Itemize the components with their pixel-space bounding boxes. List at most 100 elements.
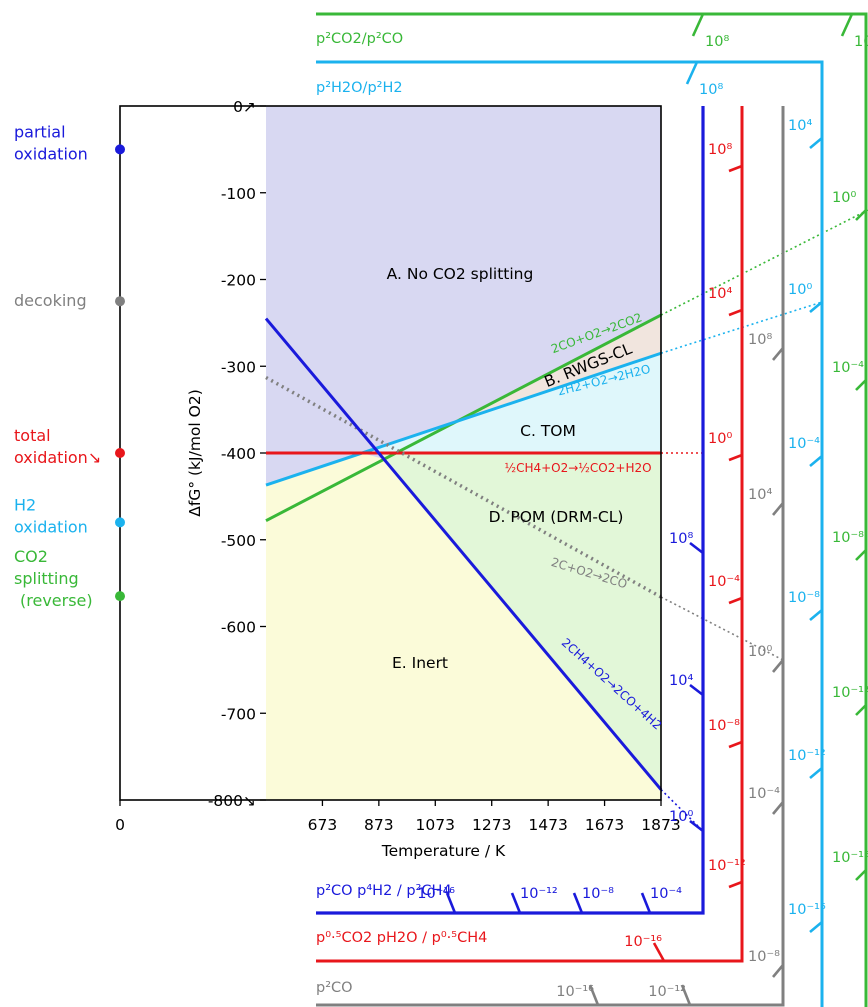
series-extensions [660, 209, 868, 832]
nomo-grey-ticklabel-r-1: 10⁴ [748, 487, 772, 503]
nomo-grey-ticklabel-b-1: 10⁻¹² [648, 984, 686, 1000]
x-tick-label-1073: 1073 [416, 816, 455, 834]
nomo-green-tick-r-4 [855, 869, 867, 881]
nomo-blue-tick-r-2 [689, 819, 704, 833]
nomo-red-ticklabel-r-1: 10⁴ [708, 286, 732, 302]
nomo-cyan-tick-r-5 [809, 921, 823, 933]
extension-cyan [660, 301, 823, 354]
nomo-grey-tick-r-3 [772, 801, 784, 815]
y-tick-label-7: -700 [221, 705, 256, 723]
nomo-blue-tick-b-1 [510, 892, 522, 914]
x-tick-label-1673: 1673 [585, 816, 624, 834]
nomo-red-tick-r-2 [728, 453, 743, 462]
nomo-cyan-tick-r-1 [809, 301, 823, 313]
nomo-grey-axis [316, 106, 785, 1007]
nomo-green-ticklabel-r-1: 10⁻⁴ [832, 360, 864, 376]
nomo-cyan-label: p²H2O/p²H2 [316, 80, 403, 96]
nomo-grey-tick-b-0 [588, 984, 600, 1006]
marker-dot-5 [115, 591, 125, 602]
nomo-blue-tick-b-2 [572, 892, 584, 914]
y-tick-label-2: -200 [221, 272, 256, 290]
x-tick-label-1273: 1273 [472, 816, 511, 834]
region-label-e: E. Inert [392, 654, 448, 672]
x-tick-label-1473: 1473 [528, 816, 567, 834]
marker-label-3-1: total [14, 426, 51, 445]
left-axis: 0 partial oxidation decoking total oxidation↘… [14, 122, 125, 834]
marker-dot-1 [115, 144, 125, 155]
y-tick-label-6: -600 [221, 619, 256, 637]
nomo-blue-tick-b-0 [445, 892, 457, 914]
nomo-blue-ticklabel-r-2: 10⁰ [669, 809, 693, 825]
nomo-blue-ticklabel-b-1: 10⁻¹² [520, 886, 558, 902]
x-axis-label: Temperature / K [381, 842, 506, 860]
nomo-cyan-ticklabel-r-2: 10⁻⁴ [788, 436, 820, 452]
main-series [264, 313, 663, 791]
nomo-green-label: p²CO2/p²CO [316, 31, 403, 47]
nomo-green-ticklabel-r-2: 10⁻⁸ [832, 530, 864, 546]
marker-label-1-2: oxidation [14, 144, 88, 163]
region-label-a: A. No CO2 splitting [387, 265, 534, 283]
nomo-cyan-ticklabel-r-1: 10⁰ [788, 282, 812, 298]
left-axis-tick-label: 0 [115, 816, 125, 834]
extension-green [660, 209, 868, 316]
nomo-blue-tick-r-0 [689, 541, 704, 555]
nomo-green-ticklabel-r-0: 10⁰ [832, 190, 856, 206]
nomo-red-tick-r-1 [728, 308, 743, 317]
nomo-green-ticklabel-r-4: 10⁻¹⁶ [832, 850, 868, 866]
nomo-cyan-tick-top-0 [685, 61, 699, 85]
nomo-cyan-tick-r-4 [809, 767, 823, 779]
y-tick-label-5: -500 [221, 532, 256, 550]
marker-label-3-2: oxidation↘ [14, 448, 101, 467]
marker-label-5-3: (reverse) [20, 591, 93, 610]
nomo-grey-tick-r-0 [772, 347, 784, 361]
nomo-red-ticklabel-r-3: 10⁻⁴ [708, 574, 740, 590]
nomo-red-tick-r-0 [728, 164, 743, 173]
nomo-blue-tick-r-1 [689, 683, 704, 697]
nomo-grey-ticklabel-b-0: 10⁻¹⁶ [556, 984, 594, 1000]
y-tick-label-4: -400 [221, 445, 256, 463]
nomo-green-ticklabel-top-0: 10⁸ [705, 34, 729, 50]
nomo-cyan-ticklabel-r-3: 10⁻⁸ [788, 590, 820, 606]
x-tick-label-873: 873 [364, 816, 394, 834]
nomo-red-ticklabel-b-0: 10⁻¹⁶ [624, 934, 662, 950]
nomo-grey-tick-b-1 [680, 984, 692, 1006]
nomo-red-tick-r-3 [728, 596, 743, 605]
marker-dot-4 [115, 517, 125, 528]
axes: 673 873 1073 1273 1473 1673 1873 0↗ -100 -200 -300… [186, 98, 681, 860]
series-line-2 [265, 351, 662, 487]
marker-dot-2 [115, 296, 125, 307]
nomo-red-label: p⁰·⁵CO2 pH2O / p⁰·⁵CH4 [316, 930, 487, 946]
nomo-green-ticklabel-top-1: 10⁴ [854, 34, 868, 50]
nomo-red-ticklabel-r-2: 10⁰ [708, 431, 732, 447]
nomo-blue-ticklabel-b-0: 10⁻¹⁶ [417, 886, 455, 902]
nomo-grey-label: p²CO [316, 980, 353, 996]
nomo-cyan-ticklabel-top-0: 10⁸ [699, 82, 723, 98]
nomo-blue-tick-b-3 [640, 892, 652, 914]
nomogram-scales: p²CO2/p²CO 10⁸ 10⁴ 10⁰ 10⁻⁴ 10⁻⁸ 10⁻¹² 10⁻¹⁶ p²H… [316, 12, 868, 1007]
region-label-c: C. TOM [520, 422, 576, 440]
x-tick-label-673: 673 [308, 816, 338, 834]
marker-dot-3 [115, 448, 125, 458]
region-a-fill [266, 106, 661, 521]
nomo-blue-ticklabel-b-3: 10⁻⁴ [650, 886, 682, 902]
nomo-red-ticklabel-r-5: 10⁻¹² [708, 858, 746, 874]
nomo-blue-label: p²CO p⁴H2 / p²CH4 [316, 883, 452, 899]
nomo-grey-tick-r-4 [772, 964, 784, 978]
nomo-green-tick-r-0 [855, 209, 867, 221]
nomo-blue-ticklabel-b-2: 10⁻⁸ [582, 886, 614, 902]
nomo-cyan-ticklabel-r-0: 10⁴ [788, 118, 812, 134]
y-tick-label-1: -100 [221, 185, 256, 203]
nomo-grey-tick-r-1 [772, 502, 784, 516]
nomo-green-axis [316, 12, 868, 1007]
nomo-red-axis [316, 106, 744, 963]
nomo-cyan-tick-r-3 [809, 609, 823, 621]
nomo-red-tick-b-0 [652, 942, 666, 962]
y-tick-label-0: 0↗ [233, 98, 256, 116]
nomo-grey-tick-r-2 [772, 659, 784, 673]
nomo-blue-ticklabel-r-1: 10⁴ [669, 673, 693, 689]
nomo-green-ticklabel-r-3: 10⁻¹² [832, 685, 868, 701]
nomo-cyan-ticklabel-r-4: 10⁻¹² [788, 748, 826, 764]
y-tick-label-8: -800↘ [208, 792, 256, 810]
marker-label-4-1: H2 [14, 495, 36, 514]
nomo-green-tick-r-1 [855, 379, 867, 391]
